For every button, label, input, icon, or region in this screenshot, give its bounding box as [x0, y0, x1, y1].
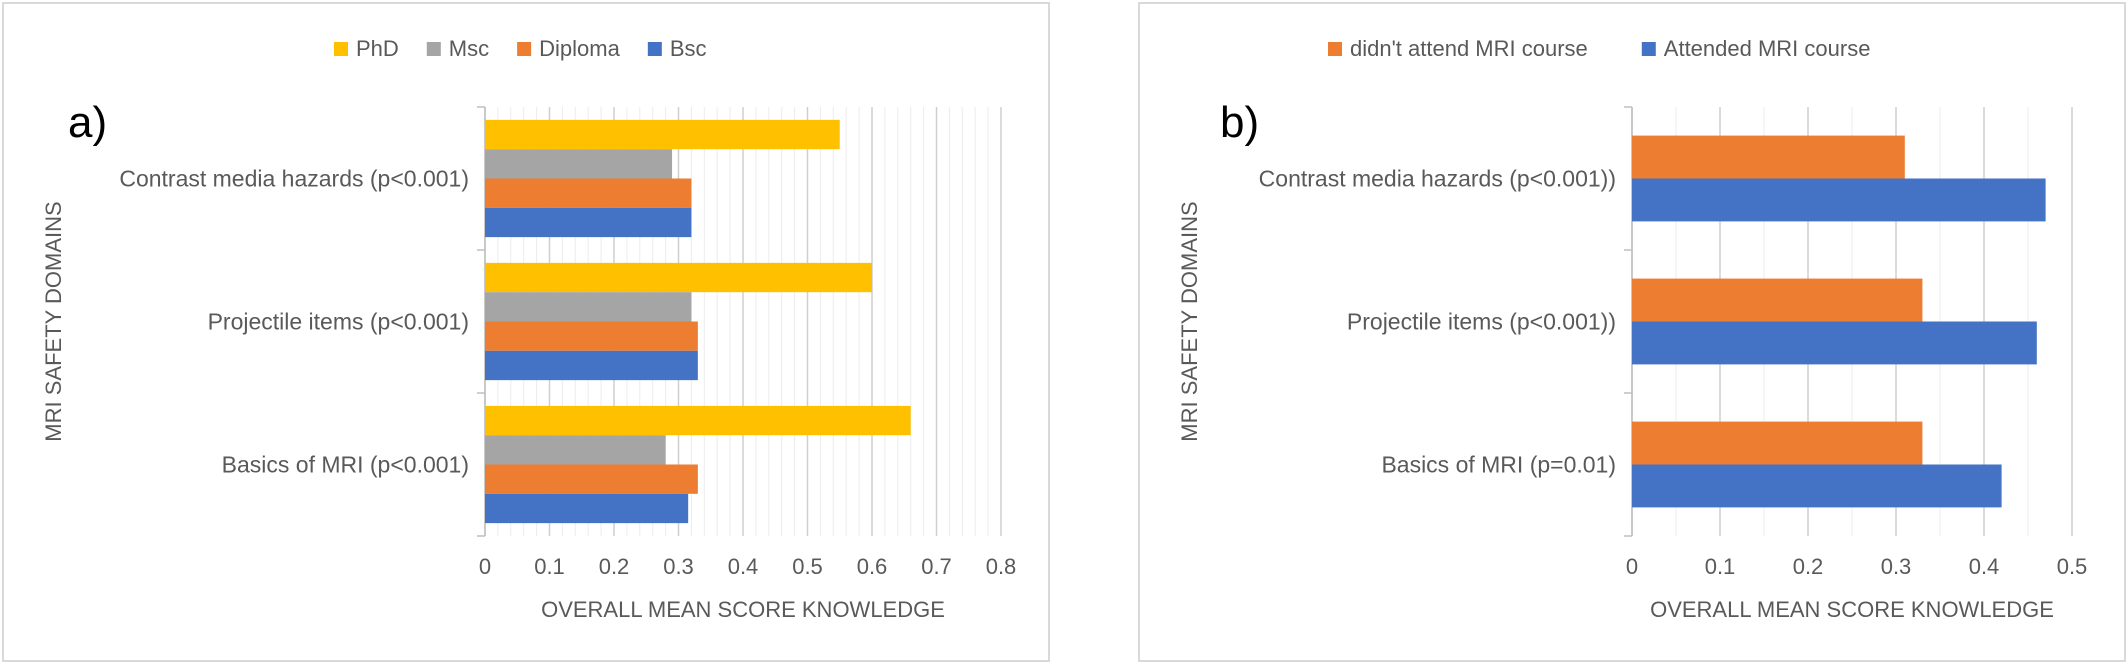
- bar-msc-0: [485, 149, 673, 179]
- x-tick-label: 0.7: [921, 554, 952, 579]
- bar-phd-0: [485, 119, 840, 150]
- bar-attended-mri-course-2: [1632, 464, 2002, 508]
- legend-swatch: [426, 42, 441, 56]
- x-tick-label: 0.4: [1969, 554, 2000, 579]
- bar-didn-t-attend-mri-course-0: [1632, 135, 1905, 179]
- bar-attended-mri-course-1: [1632, 321, 2037, 365]
- x-tick-label: 0.2: [1793, 554, 1824, 579]
- chart-a-svg: 0 0.1 0.2 0.3 0.4 0.5 0.6 0.7 0.8 Contrast media …: [41, 36, 1017, 622]
- y-category-label: Projectile items (p<0.001)): [1347, 309, 1616, 335]
- x-tick-label: 0.6: [857, 554, 888, 579]
- y-category-label: Basics of MRI (p<0.001): [222, 452, 469, 478]
- x-axis-title: OVERALL MEAN SCORE KNOWLEDGE: [541, 597, 945, 622]
- chart-b-svg: 0 0.1 0.2 0.3 0.4 0.5 Contrast media hazards (…: [1177, 36, 2088, 622]
- bar-bsc-2: [485, 493, 689, 524]
- bar-didn-t-attend-mri-course-1: [1632, 278, 1923, 322]
- x-tick-label: 0.8: [986, 554, 1017, 579]
- bar-bsc-1: [485, 350, 698, 381]
- x-tick-label: 0.1: [534, 554, 565, 579]
- legend-label: Msc: [449, 36, 489, 61]
- x-tick-label: 0.4: [728, 554, 759, 579]
- bar-didn-t-attend-mri-course-2: [1632, 421, 1923, 465]
- legend-label: didn't attend MRI course: [1350, 36, 1588, 61]
- x-tick-label: 0.3: [1881, 554, 1912, 579]
- x-tick-label: 0.2: [599, 554, 630, 579]
- panel-label: a): [68, 98, 107, 147]
- legend-swatch: [517, 42, 532, 56]
- bar-diploma-2: [485, 464, 698, 494]
- x-tick-label: 0.5: [792, 554, 823, 579]
- panel-label: b): [1220, 98, 1259, 147]
- bar-msc-2: [485, 435, 666, 465]
- x-tick-label: 0: [1626, 554, 1638, 579]
- x-tick-label: 0.5: [2057, 554, 2088, 579]
- legend-swatch: [334, 42, 348, 56]
- bar-attended-mri-course-0: [1632, 178, 2046, 222]
- y-category-label: Basics of MRI (p=0.01): [1381, 452, 1616, 478]
- chart-panel-a: 0 0.1 0.2 0.3 0.4 0.5 0.6 0.7 0.8 Contrast media …: [2, 2, 1050, 662]
- y-category-label: Contrast media hazards (p<0.001)): [1259, 166, 1616, 192]
- bar-msc-1: [485, 292, 692, 322]
- x-tick-label: 0.3: [663, 554, 694, 579]
- legend-label: Diploma: [539, 36, 620, 61]
- legend-swatch: [1328, 42, 1342, 56]
- legend-swatch: [1641, 42, 1656, 56]
- y-axis-title: MRI SAFETY DOMAINS: [1177, 201, 1202, 441]
- legend-label: Attended MRI course: [1664, 36, 1871, 61]
- legend-swatch: [647, 42, 662, 56]
- x-tick-label: 0: [479, 554, 491, 579]
- y-axis-title: MRI SAFETY DOMAINS: [41, 201, 66, 441]
- y-category-label: Contrast media hazards (p<0.001): [119, 166, 469, 192]
- bar-bsc-0: [485, 207, 692, 238]
- y-category-label: Projectile items (p<0.001): [208, 309, 469, 335]
- legend-label: Bsc: [670, 36, 707, 61]
- bar-phd-1: [485, 262, 872, 293]
- x-axis-title: OVERALL MEAN SCORE KNOWLEDGE: [1650, 597, 2054, 622]
- legend-label: PhD: [356, 36, 399, 61]
- bar-phd-2: [485, 405, 911, 436]
- chart-panel-b: 0 0.1 0.2 0.3 0.4 0.5 Contrast media hazards (…: [1138, 2, 2126, 662]
- bar-diploma-0: [485, 178, 692, 208]
- bar-diploma-1: [485, 321, 698, 351]
- x-tick-label: 0.1: [1705, 554, 1736, 579]
